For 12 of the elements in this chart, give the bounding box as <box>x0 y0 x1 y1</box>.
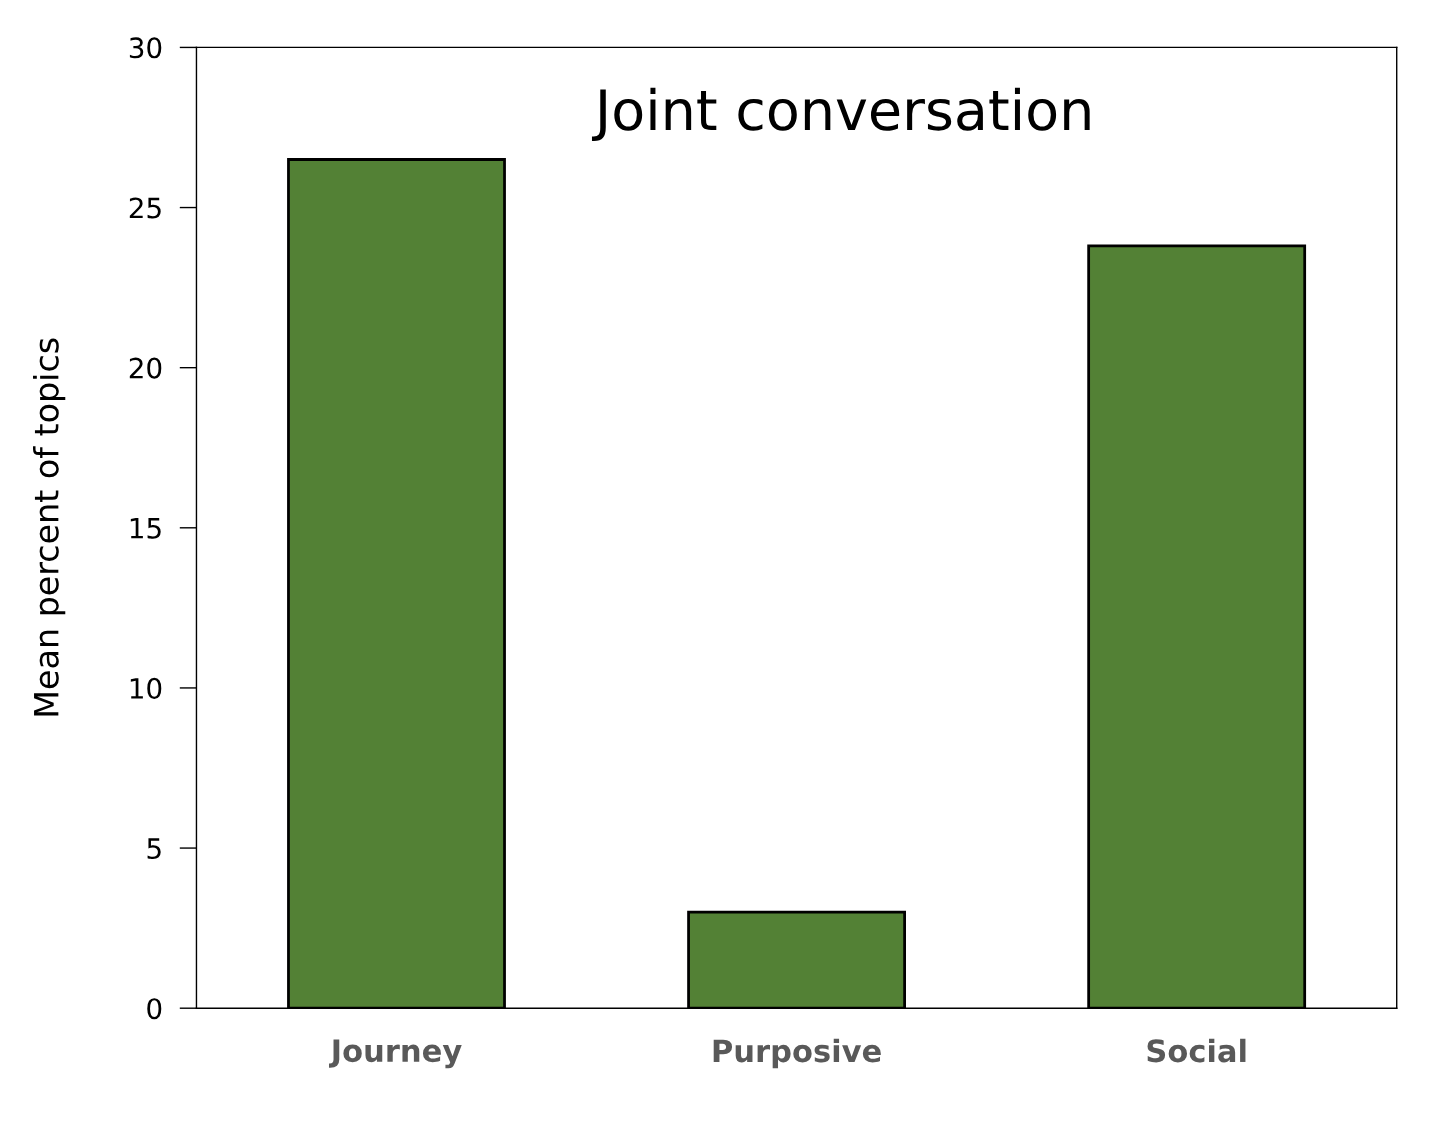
y-tick-label: 10 <box>130 677 162 699</box>
y-tick-label: 25 <box>129 197 161 219</box>
y-tick-label: 0 <box>147 998 162 1020</box>
x-tick-label: Social <box>1147 1038 1246 1063</box>
y-tick-label: 30 <box>129 37 162 59</box>
y-tick-label: 5 <box>147 838 161 860</box>
y-tick-label: 20 <box>129 357 162 379</box>
x-tick-label: Journey <box>329 1039 462 1069</box>
y-tick-label: 15 <box>130 518 161 539</box>
text: Joint conversation <box>591 87 1090 142</box>
x-tick-label: Purposive <box>713 1038 881 1069</box>
y-axis-title: Mean percent of topics <box>33 338 66 716</box>
